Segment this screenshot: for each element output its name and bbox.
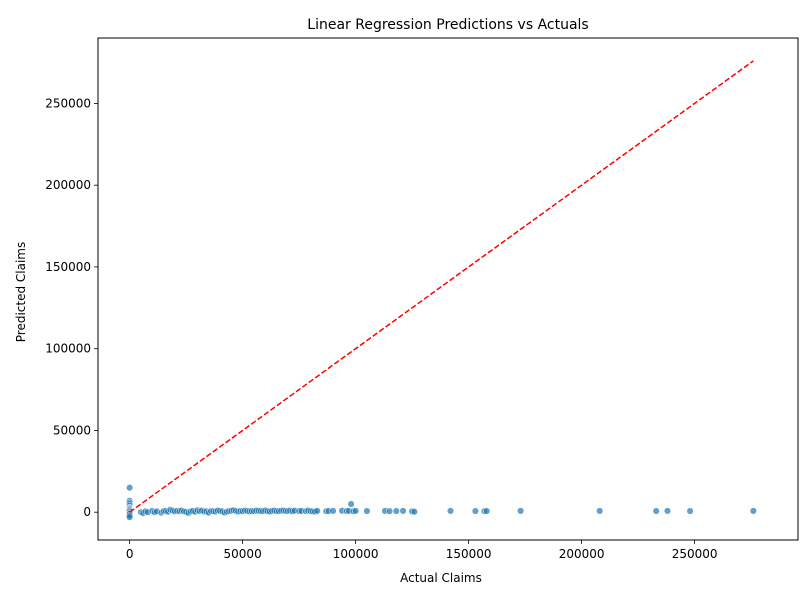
data-point <box>517 507 525 515</box>
x-tick-label: 150000 <box>446 547 492 561</box>
y-tick-label: 150000 <box>45 260 91 274</box>
data-point <box>363 507 371 515</box>
data-point <box>663 507 672 515</box>
x-tick-label: 200000 <box>559 547 605 561</box>
data-point <box>347 500 355 508</box>
data-point <box>596 507 604 515</box>
data-point <box>399 507 407 515</box>
y-tick-label: 250000 <box>45 96 91 110</box>
data-point <box>313 507 321 515</box>
data-point <box>652 507 660 515</box>
data-point <box>471 507 479 515</box>
plot-frame <box>97 37 799 541</box>
data-point <box>749 507 757 515</box>
reference-line-layer <box>129 60 754 513</box>
points-layer <box>126 484 757 521</box>
data-point <box>446 507 455 515</box>
y-tick-label: 200000 <box>45 178 91 192</box>
x-tick-label: 250000 <box>672 547 718 561</box>
x-tick-label: 50000 <box>224 547 262 561</box>
x-tick-label: 0 <box>126 547 134 561</box>
x-axis-label: Actual Claims <box>400 571 482 585</box>
x-ticks: 0 50000 100000 150000 200000 250000 <box>126 540 718 561</box>
chart-title: Linear Regression Predictions vs Actuals <box>307 17 588 33</box>
data-point <box>329 507 337 515</box>
data-point <box>352 507 360 515</box>
data-point <box>392 507 400 515</box>
reference-line <box>129 60 754 513</box>
y-tick-label: 0 <box>83 505 91 519</box>
y-tick-label: 50000 <box>53 423 91 437</box>
data-point <box>126 513 134 521</box>
data-point <box>126 484 134 492</box>
data-point <box>410 508 418 516</box>
data-point <box>686 507 694 515</box>
data-point <box>483 507 491 515</box>
y-axis-label: Predicted Claims <box>14 242 28 343</box>
x-tick-label: 100000 <box>333 547 379 561</box>
y-ticks: 0 50000 100000 150000 200000 250000 <box>45 96 98 519</box>
data-point <box>385 507 394 515</box>
y-tick-label: 100000 <box>45 342 91 356</box>
